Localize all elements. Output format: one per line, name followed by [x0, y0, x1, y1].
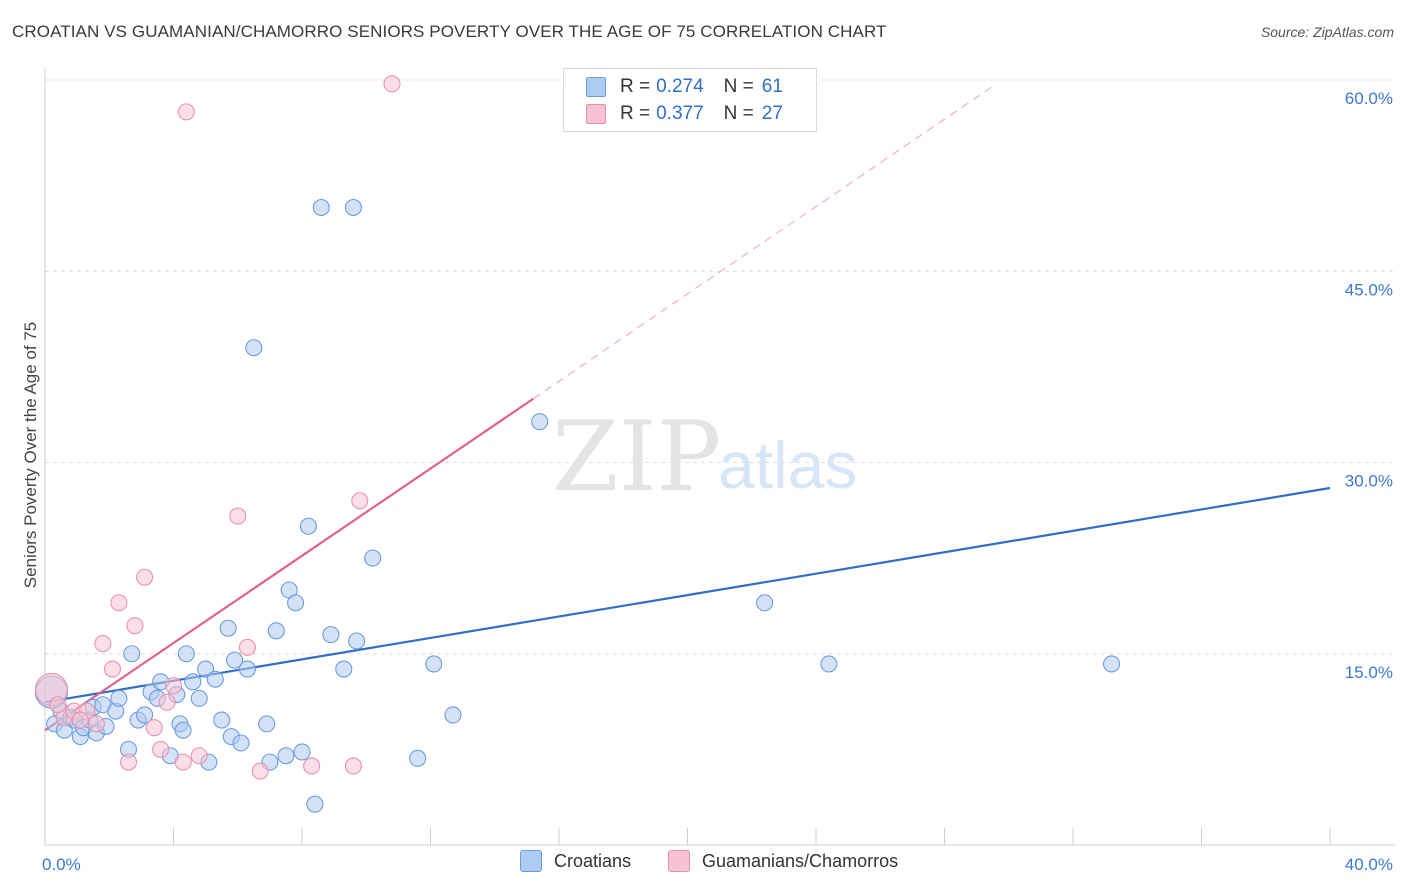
croatian-point: [409, 749, 427, 767]
legend-swatch-croatians: [586, 77, 606, 97]
croatian-point: [225, 651, 244, 669]
stats-legend: R = 0.274 N = 61 R = 0.377 N = 27: [563, 68, 817, 132]
guamanian-point: [383, 75, 401, 93]
legend-swatch-croatians: [520, 850, 542, 872]
croatian-point: [1103, 655, 1121, 673]
croatian-point: [184, 673, 202, 691]
legend-label-croatians: Croatians: [554, 850, 632, 871]
croatian-point: [238, 660, 256, 678]
croatian-point: [123, 645, 141, 663]
guamanian-point: [136, 568, 154, 586]
guamanian-point: [238, 638, 256, 656]
guamanian-point: [71, 711, 89, 729]
croatian-point: [531, 413, 549, 431]
croatian-point: [232, 734, 250, 752]
legend-n-value: 61: [761, 76, 783, 97]
chart-title: CROATIAN VS GUAMANIAN/CHAMORRO SENIORS P…: [12, 22, 887, 41]
croatian-point: [820, 655, 838, 673]
guamanian-point: [119, 753, 138, 771]
guamanian-point: [87, 715, 105, 733]
croatian-point: [312, 198, 330, 217]
y-tick-label: 45.0%: [1345, 280, 1393, 299]
guamanian-trend-extrapolated: [532, 85, 994, 400]
guamanian-point: [145, 719, 163, 737]
legend-label-guamanians: Guamanians/Chamorros: [702, 850, 899, 871]
legend-row-guamanians: R = 0.377 N = 27: [586, 102, 783, 126]
croatian-point: [335, 660, 353, 678]
guamanian-trend-line: [44, 397, 534, 732]
croatian-point: [190, 689, 208, 707]
legend-r-value: 0.274: [656, 76, 704, 97]
series-legend: Croatians Guamanians/Chamorros: [0, 850, 1406, 878]
legend-swatch-guamanians: [668, 850, 690, 872]
watermark-atlas: atlas: [718, 428, 857, 502]
croatian-point: [287, 594, 305, 612]
guamanian-point: [303, 757, 321, 775]
y-tick-label: 60.0%: [1345, 89, 1393, 108]
legend-r-label: R =: [620, 103, 651, 124]
croatian-point: [306, 795, 324, 813]
y-tick-label: 30.0%: [1345, 472, 1393, 491]
guamanian-point: [126, 617, 144, 635]
croatian-point: [213, 711, 231, 729]
croatian-point: [174, 721, 192, 739]
tick-labels: 15.0% 30.0% 45.0% 60.0% 0.0% 40.0%: [42, 89, 1393, 874]
croatian-point: [425, 655, 443, 673]
watermark-zip: ZIP: [552, 401, 721, 513]
croatian-point: [277, 747, 295, 765]
legend-n-label: N =: [723, 103, 754, 124]
guamanian-point: [174, 753, 192, 771]
guamanian-point: [158, 693, 176, 711]
croatian-point: [110, 689, 128, 707]
guamanian-point: [344, 757, 362, 775]
x-tick-label: 0.0%: [42, 855, 81, 874]
axes: [44, 68, 1395, 846]
croatian-point: [206, 670, 224, 688]
gridlines: [45, 79, 1395, 655]
guamanian-point: [190, 747, 208, 765]
guamanian-point: [103, 660, 122, 678]
y-axis-label: Seniors Poverty Over the Age of 75: [21, 322, 40, 588]
croatian-trend-line: [44, 486, 1331, 704]
croatian-point: [756, 594, 774, 612]
legend-item-guamanians[interactable]: Guamanians/Chamorros: [668, 850, 898, 872]
legend-item-croatians[interactable]: Croatians: [520, 850, 631, 872]
legend-n-label: N =: [723, 76, 754, 97]
legend-n-value: 27: [761, 103, 783, 124]
data-points: [34, 75, 1121, 813]
legend-r-value: 0.377: [656, 103, 704, 124]
trend-lines: [44, 85, 1331, 732]
guamanian-point: [164, 677, 183, 695]
croatian-point: [444, 706, 462, 724]
croatian-point: [344, 198, 362, 217]
croatian-point: [299, 517, 317, 535]
croatian-point: [136, 706, 154, 724]
guamanian-point: [251, 762, 269, 780]
legend-swatch-guamanians: [586, 104, 606, 124]
croatian-point: [364, 549, 382, 567]
guamanian-point: [49, 696, 67, 714]
croatian-point: [177, 645, 195, 663]
guamanian-point: [152, 740, 170, 758]
source-label: Source: ZipAtlas.com: [1260, 24, 1394, 40]
legend-row-croatians: R = 0.274 N = 61: [586, 75, 783, 99]
croatian-point: [245, 339, 263, 357]
croatian-point: [322, 626, 340, 644]
croatian-point: [219, 619, 237, 637]
croatian-point: [267, 622, 285, 640]
legend-r-label: R =: [620, 76, 651, 97]
watermark: ZIP atlas: [552, 401, 857, 513]
x-tick-label: 40.0%: [1345, 855, 1393, 874]
croatian-point: [293, 743, 311, 761]
guamanian-point: [94, 634, 112, 653]
croatian-point: [348, 632, 366, 650]
guamanian-point: [229, 507, 247, 525]
guamanian-point: [351, 492, 369, 510]
y-tick-label: 15.0%: [1345, 663, 1393, 682]
guamanian-point: [177, 103, 195, 121]
guamanian-point: [110, 594, 128, 612]
croatian-point: [258, 715, 276, 733]
